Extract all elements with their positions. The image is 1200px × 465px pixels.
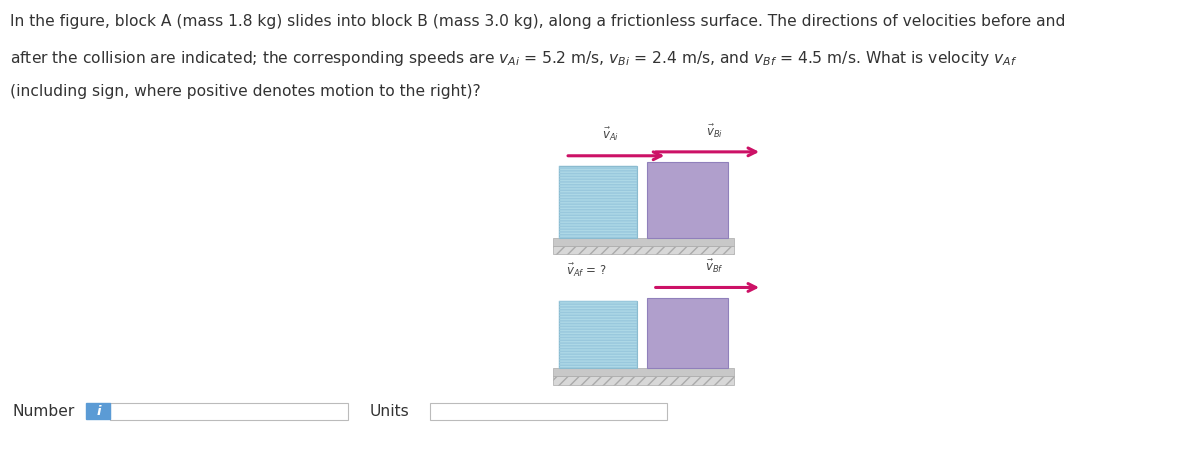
Text: $\vec{v}_{Bf}$: $\vec{v}_{Bf}$ (704, 258, 724, 275)
Bar (647, 298, 728, 368)
Text: $\vec{v}_{Bi}$: $\vec{v}_{Bi}$ (706, 122, 722, 140)
Text: after the collision are indicated; the corresponding speeds are $v_{Ai}$ = 5.2 m: after the collision are indicated; the c… (10, 49, 1016, 68)
Bar (553, 238, 734, 246)
Bar (559, 166, 637, 238)
Text: $\vec{v}_{Ai}$: $\vec{v}_{Ai}$ (601, 126, 619, 144)
Bar (559, 301, 637, 368)
Bar (430, 403, 667, 420)
Bar (553, 368, 734, 376)
Text: i: i (96, 405, 101, 418)
Bar (559, 166, 637, 238)
Bar (86, 403, 110, 419)
Bar (647, 162, 728, 238)
FancyBboxPatch shape (553, 246, 734, 254)
FancyBboxPatch shape (553, 376, 734, 385)
Text: (including sign, where positive denotes motion to the right)?: (including sign, where positive denotes … (10, 84, 480, 99)
Text: Units: Units (370, 404, 409, 419)
Text: Number: Number (12, 404, 74, 419)
Text: ∨: ∨ (656, 406, 664, 417)
Bar (559, 301, 637, 368)
Text: $\vec{v}_{Af}$ = ?: $\vec{v}_{Af}$ = ? (566, 262, 606, 279)
Text: In the figure, block A (mass 1.8 kg) slides into block B (mass 3.0 kg), along a : In the figure, block A (mass 1.8 kg) sli… (10, 14, 1064, 29)
Bar (110, 403, 348, 420)
